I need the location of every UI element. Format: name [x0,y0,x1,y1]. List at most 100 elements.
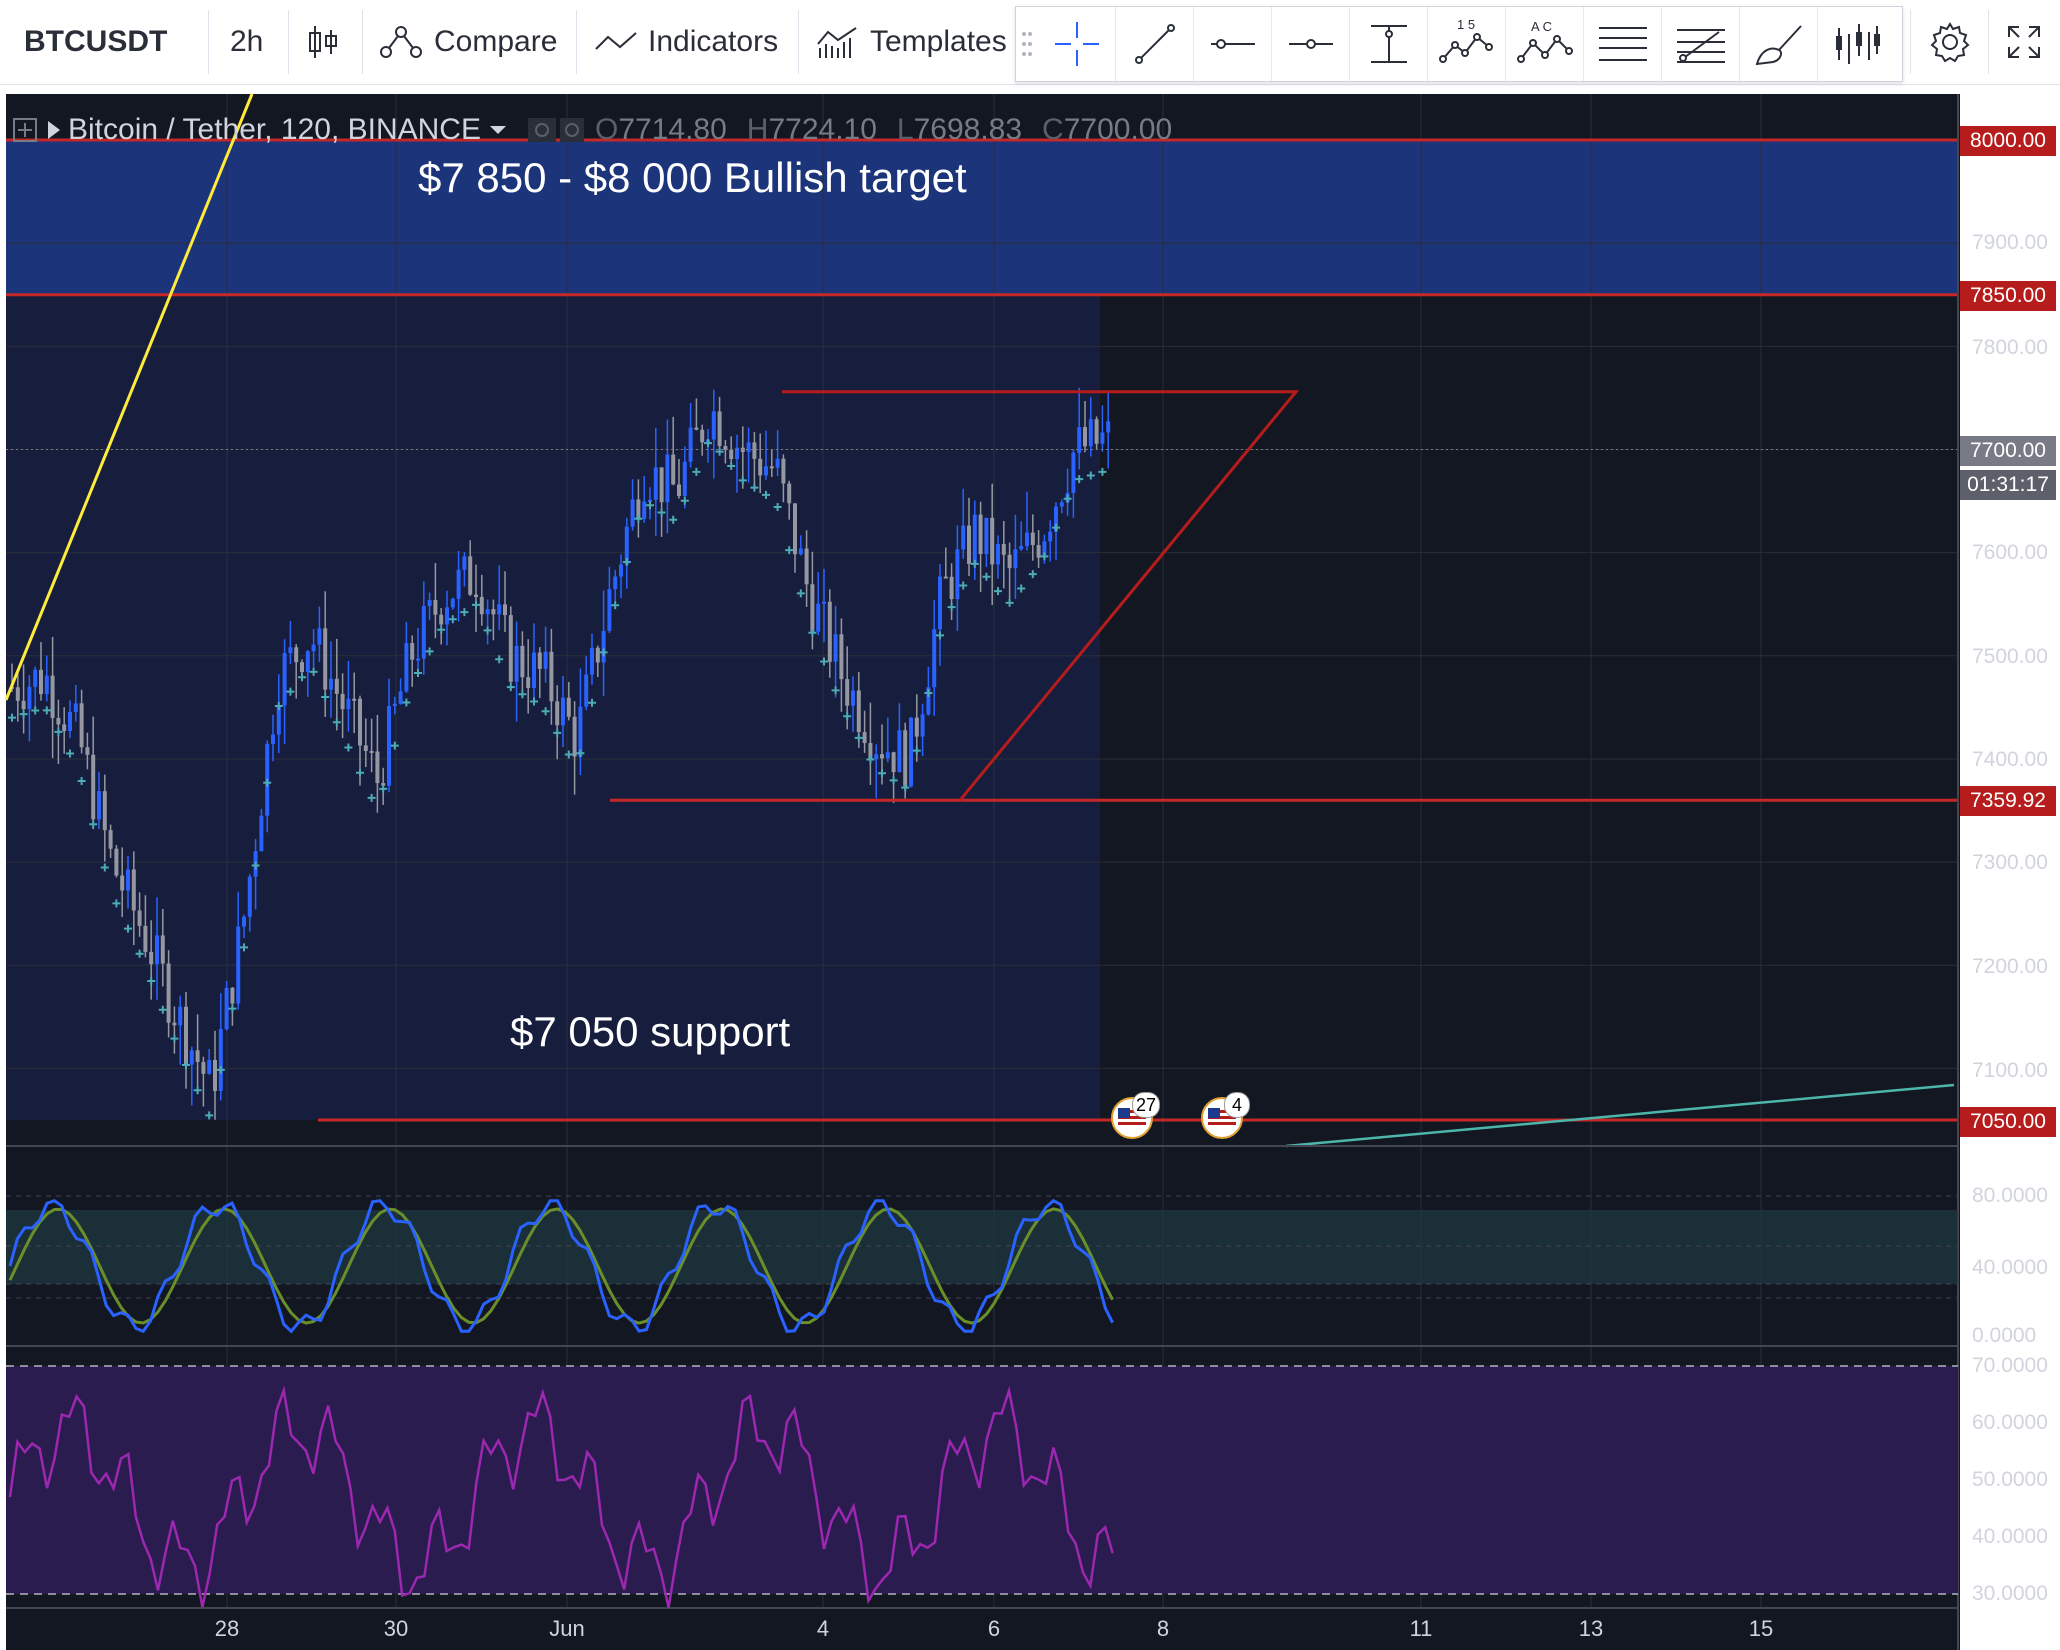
moving-average-marker [680,496,689,505]
brush-tool[interactable] [1740,7,1818,81]
support-annotation[interactable]: $7 050 support [510,1008,791,1055]
moving-average-marker [796,589,805,598]
gear-icon[interactable] [559,117,585,143]
series-title[interactable]: Bitcoin / Tether, 120, BINANCE [68,113,481,146]
moving-average-marker [1017,584,1026,593]
candle-body [856,690,861,733]
candle-body [282,653,287,706]
templates-button[interactable]: Templates [816,0,1007,84]
moving-average-marker [298,673,306,682]
moving-average-marker [8,713,16,722]
price-axis-label: 7400.00 [1972,748,2048,771]
fullscreen-button[interactable] [1998,0,2050,84]
collapse-legend-icon[interactable] [12,117,38,143]
moving-average-marker [437,625,446,634]
candle-body [816,603,821,632]
indicators-button[interactable]: Indicators [594,0,778,84]
moving-average-marker [332,718,341,727]
price-axis-label: 7600.00 [1972,541,2048,564]
eye-icon[interactable] [527,117,557,143]
settings-button[interactable] [1920,0,1980,84]
bar-pattern-tool[interactable] [1818,7,1896,81]
moving-average-marker [657,508,666,517]
candle-body [1106,421,1111,433]
candle-body [329,678,333,690]
economic-event-marker[interactable]: 27 [1110,1092,1160,1140]
candle-body [688,427,693,462]
green-trend-line [1285,1083,1955,1148]
moving-average-marker [54,727,63,736]
candle-body [421,605,426,659]
wave-123-tool[interactable]: 1 5 [1428,7,1506,81]
candle-body [764,466,768,476]
ohlc-low-key: L [896,113,914,146]
moving-average-marker [564,750,573,759]
moving-average-marker [1086,471,1095,480]
candle-body [323,628,328,690]
candle-body [514,645,519,682]
date-axis-label: Jun [549,1616,585,1641]
moving-average-marker [599,648,608,657]
moving-average-marker [216,1065,225,1074]
ohlc-high-value: 7724.10 [768,113,877,146]
candle-body [607,589,612,631]
bullish-target-annotation[interactable]: $7 850 - $8 000 Bullish target [418,154,967,201]
ohlc-low-value: 7698.83 [913,113,1023,146]
candle-body [532,652,536,689]
candle-body [839,634,844,680]
trend-line-tool[interactable] [1116,7,1194,81]
candle-body [97,791,101,820]
candle-body [619,564,623,577]
candle-body [752,442,757,459]
price-tag-7359: 7359.92 [1960,786,2056,816]
candle-body [903,730,908,787]
candle-body [445,607,449,625]
moving-average-marker [1028,570,1037,579]
moving-average-marker [42,706,51,715]
templates-label: Templates [870,25,1007,58]
compare-button[interactable]: Compare [378,0,557,84]
candle-body [961,525,966,550]
interval-button[interactable]: 2h [230,0,263,84]
vertical-line-tool[interactable] [1350,7,1428,81]
candle-body [491,609,496,615]
horizontal-ray-tool[interactable] [1272,7,1350,81]
wave-abc-marks: A C [1531,19,1552,34]
moving-average-marker [947,603,956,612]
candle-body [427,599,432,606]
date-axis-label: 28 [214,1616,240,1641]
chevron-down-icon[interactable] [487,120,509,140]
moving-average-marker [506,683,515,692]
candle-body [381,783,386,786]
moving-average-marker [356,768,364,777]
wave-abc-icon: A C [1516,19,1573,63]
economic-event-marker[interactable]: 4 [1200,1092,1250,1140]
moving-average-marker [924,688,933,697]
drag-handle-icon[interactable] [1020,29,1034,59]
wave-abc-tool[interactable]: A C [1506,7,1584,81]
moving-average-marker [89,820,98,829]
symbol-search-button[interactable]: BTCUSDT [24,0,167,84]
parallel-channel-tool[interactable] [1584,7,1662,81]
crosshair-tool[interactable] [1038,7,1116,81]
moving-average-marker [19,710,28,719]
moving-average-marker [576,749,585,758]
fib-retracement-tool[interactable] [1662,7,1740,81]
stoch-k-line [8,1198,1114,1334]
candle-body [566,697,571,717]
compare-icon [380,26,422,58]
candle-body [271,734,275,745]
chart-style-button[interactable] [306,0,340,84]
candle-body [851,690,855,706]
moving-average-marker [425,647,434,656]
rsi-axis-label: 30.0000 [1972,1582,2048,1605]
chart-toolbar: BTCUSDT 2h Compare Indicators Templates [0,0,2060,85]
candle-body [711,411,716,440]
candle-body [236,926,241,1004]
moving-average-marker [970,559,979,568]
fib-retracement-icon [1676,29,1725,63]
candle-body [85,747,90,755]
candle-body [549,651,554,702]
horizontal-line-tool[interactable] [1194,7,1272,81]
